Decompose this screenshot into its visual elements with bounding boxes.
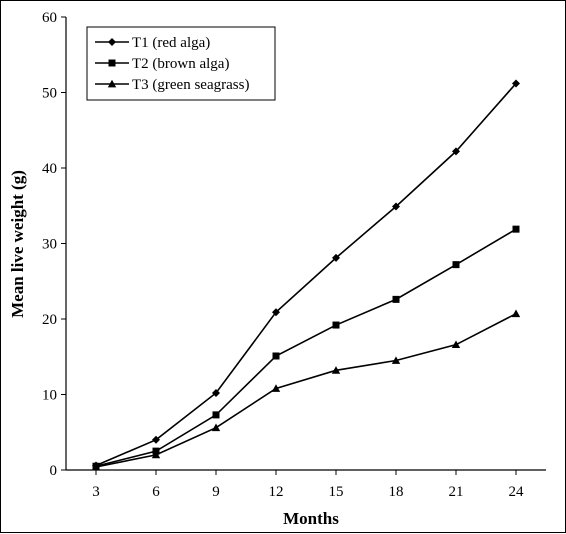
y-axis-title: Mean live weight (g) [8,170,27,318]
data-point [272,308,280,317]
legend-label: T2 (brown alga) [132,56,229,72]
x-tick-label: 6 [152,484,160,500]
legend-label: T3 (green seagrass) [132,77,249,93]
data-point [511,309,521,318]
data-point [332,253,340,262]
legend: T1 (red alga) T2 (brown alga) T3 (green se… [86,26,276,101]
y-tick-label: 0 [50,463,58,479]
x-tick-label: 21 [449,484,464,500]
series-line [95,228,517,468]
data-point [392,295,400,303]
y-tick-label: 20 [42,312,57,328]
x-tick-label: 15 [329,484,344,500]
data-point [212,411,220,419]
x-tick-label: 12 [269,484,284,500]
legend-marker [108,38,116,46]
y-axis-ticks: 0 10 20 30 40 50 60 [42,10,66,479]
data-point [91,462,101,471]
data-point [512,79,520,88]
x-tick-label: 18 [389,484,404,500]
y-tick-label: 10 [42,388,57,404]
data-point [452,261,460,269]
data-point [212,388,220,397]
data-point [512,225,520,233]
x-axis-ticks: 3 6 9 12 15 18 21 24 [92,470,524,500]
x-tick-label: 24 [509,484,525,500]
data-point [452,147,460,156]
data-point [151,450,161,459]
x-tick-label: 3 [92,484,100,500]
series-3 [91,309,521,471]
data-point [392,202,400,211]
series-line [95,313,517,468]
x-axis-title: Months [283,509,339,528]
series-line [95,82,517,467]
data-point [152,435,160,444]
data-point [451,340,461,349]
data-point [391,356,401,364]
data-point [331,366,341,374]
series-layer [91,79,521,471]
y-tick-label: 60 [42,10,57,26]
data-point [271,384,281,392]
series-1 [92,79,520,470]
x-tick-label: 9 [212,484,220,500]
legend-marker [108,59,116,67]
data-point [332,321,340,329]
legend-label: T1 (red alga) [132,35,210,51]
data-point [211,423,221,432]
y-tick-label: 40 [42,161,57,177]
y-tick-label: 50 [42,86,57,102]
data-point [272,352,280,360]
y-tick-label: 30 [42,237,57,253]
legend-marker [107,79,117,88]
